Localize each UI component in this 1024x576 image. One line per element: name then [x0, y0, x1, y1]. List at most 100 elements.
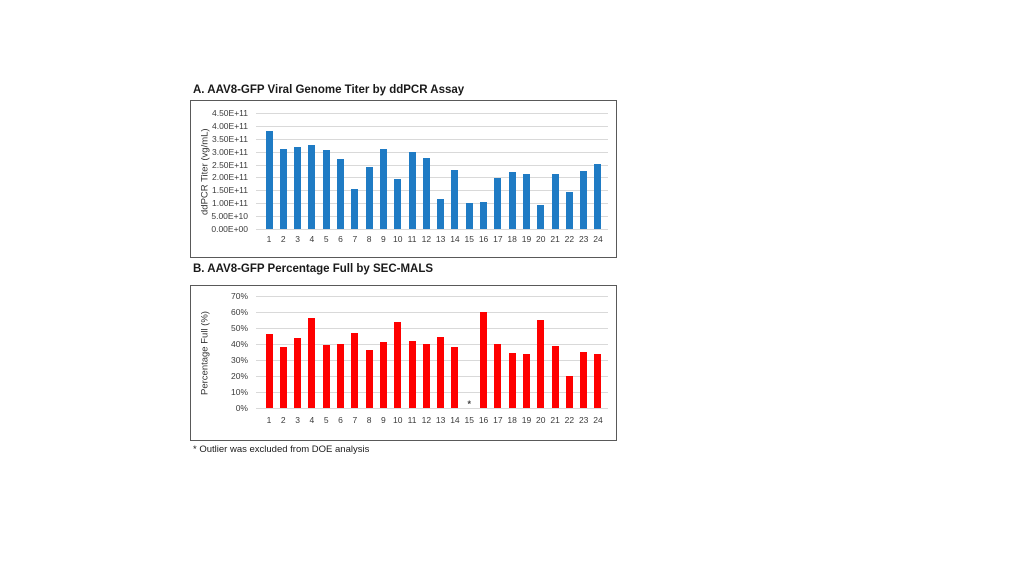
chart-b-bar-6	[337, 344, 345, 408]
chart-b-xtick-24: 24	[593, 415, 603, 425]
chart-a-xtick-3: 3	[295, 234, 300, 244]
chart-b-bar-4	[308, 318, 316, 408]
chart-a-bar-4	[308, 145, 316, 229]
chart-b-bar-19	[522, 354, 530, 408]
chart-a-gridline	[256, 113, 608, 114]
chart-b-bar-17	[494, 344, 502, 408]
chart-a-xtick-6: 6	[338, 234, 343, 244]
chart-b-bar-22	[565, 376, 573, 408]
chart-b-gridline	[256, 408, 608, 409]
chart-a-gridline	[256, 229, 608, 230]
chart-a-xtick-4: 4	[309, 234, 315, 244]
chart-b-bar-11	[408, 340, 416, 408]
chart-a-xtick-24: 24	[593, 234, 603, 244]
chart-b-ytick-70%: 70%	[230, 291, 248, 301]
chart-a-bar-21	[551, 173, 559, 229]
chart-a-bar-24	[594, 164, 602, 229]
chart-b-xtick-5: 5	[323, 415, 329, 425]
chart-b-outlier-asterisk: *	[467, 399, 471, 409]
chart-a-gridline	[256, 164, 608, 166]
chart-b-bar-24	[594, 353, 602, 408]
chart-a-ytick-4.00E+11: 4.00E+11	[211, 120, 248, 131]
chart-b-ytick-60%: 60%	[230, 307, 248, 317]
chart-b-bar-1	[265, 334, 273, 408]
chart-b-bar-7	[351, 332, 359, 408]
chart-a-xtick-13: 13	[435, 234, 446, 244]
chart-a-gridline	[256, 190, 608, 192]
chart-a-xtick-7: 7	[352, 234, 358, 244]
chart-a-ytick-3.00E+11: 3.00E+11	[211, 146, 248, 157]
chart-b-bar-9	[379, 342, 387, 408]
chart-b-ytick-20%: 20%	[230, 371, 248, 381]
chart-b-xtick-21: 21	[550, 415, 560, 425]
chart-b-title: B. AAV8-GFP Percentage Full by SEC-MALS	[193, 263, 434, 275]
chart-a-bar-10	[394, 179, 402, 229]
chart-b-xtick-6: 6	[338, 415, 343, 425]
chart-b-xtick-7: 7	[352, 415, 358, 425]
chart-b-gridline	[256, 296, 608, 297]
chart-b-xtick-11: 11	[407, 415, 417, 425]
chart-b-ytick-30%: 30%	[230, 355, 248, 365]
chart-a-ytick-4.50E+11: 4.50E+11	[211, 108, 248, 118]
chart-a-bar-23	[580, 171, 588, 229]
chart-a-bar-8	[365, 167, 373, 229]
chart-b-xtick-3: 3	[295, 415, 300, 425]
chart-a-bar-11	[408, 151, 416, 229]
chart-b-ytick-40%: 40%	[230, 339, 248, 349]
chart-a-bar-2	[279, 149, 287, 229]
chart-b-bar-16	[480, 312, 488, 408]
chart-a-xtick-19: 19	[521, 234, 532, 244]
chart-a-gridline	[256, 177, 608, 179]
chart-a-bar-7	[351, 189, 359, 229]
chart-a-xtick-18: 18	[507, 234, 517, 244]
chart-a-ytick-2.00E+11: 2.00E+11	[211, 172, 248, 183]
chart-a-bar-20	[537, 205, 545, 229]
chart-b-gridline	[256, 328, 608, 329]
chart-a-bar-3	[294, 146, 302, 229]
chart-a-ytick-2.50E+11: 2.50E+11	[211, 159, 248, 170]
chart-b-ytick-10%: 10%	[230, 387, 248, 397]
chart-b-bar-3	[294, 338, 302, 408]
chart-a-ytick-1.00E+11: 1.00E+11	[211, 198, 248, 209]
chart-a-gridline	[256, 125, 608, 127]
chart-a-gridline	[256, 216, 608, 218]
chart-a-bar-22	[565, 191, 573, 229]
chart-b-gridline	[256, 312, 608, 313]
chart-a-xtick-8: 8	[366, 234, 372, 244]
chart-a-bar-17	[494, 178, 502, 229]
chart-a-bar-12	[422, 158, 430, 229]
chart-a-bar-5	[322, 149, 330, 229]
chart-a-title: A. AAV8-GFP Viral Genome Titer by ddPCR …	[193, 84, 465, 96]
chart-b-xtick-12: 12	[421, 415, 432, 425]
chart-b-bar-13	[437, 336, 445, 408]
chart-a-ytick-1.50E+11: 1.50E+11	[211, 185, 248, 196]
chart-b-bar-10	[394, 321, 402, 408]
chart-a-ytick-3.50E+11: 3.50E+11	[211, 133, 248, 144]
chart-b-bar-5	[322, 344, 330, 408]
chart-a-xtick-11: 11	[407, 234, 417, 244]
chart-b-panel: Percentage Full (%) 70% 60% 50% 40% 30% 20% 10…	[190, 285, 617, 441]
chart-b-xtick-20: 20	[536, 415, 546, 425]
chart-b-bar-14	[451, 347, 459, 408]
chart-b-bar-18	[508, 352, 516, 408]
chart-a-xtick-10: 10	[393, 234, 403, 244]
chart-a-xtick-5: 5	[323, 234, 329, 244]
chart-a-gridline	[256, 203, 608, 205]
chart-a-gridline	[256, 151, 608, 153]
chart-b-xtick-19: 19	[521, 415, 532, 425]
chart-a-xtick-22: 22	[564, 234, 575, 244]
chart-b-xtick-1: 1	[266, 415, 272, 425]
chart-a-xtick-21: 21	[550, 234, 560, 244]
chart-b-gridline	[256, 344, 608, 345]
chart-a-ytick-5.00E+10: 5.00E+10	[211, 211, 248, 222]
chart-b-bar-12	[422, 344, 430, 408]
chart-a-bar-1	[265, 131, 273, 229]
chart-a-xtick-16: 16	[478, 234, 489, 244]
chart-b-xtick-8: 8	[366, 415, 372, 425]
chart-a-bar-9	[379, 149, 387, 229]
chart-a-xtick-17: 17	[493, 234, 503, 244]
chart-a-bar-14	[451, 170, 459, 229]
chart-a-xtick-23: 23	[578, 234, 589, 244]
chart-b-xtick-2: 2	[280, 415, 286, 425]
